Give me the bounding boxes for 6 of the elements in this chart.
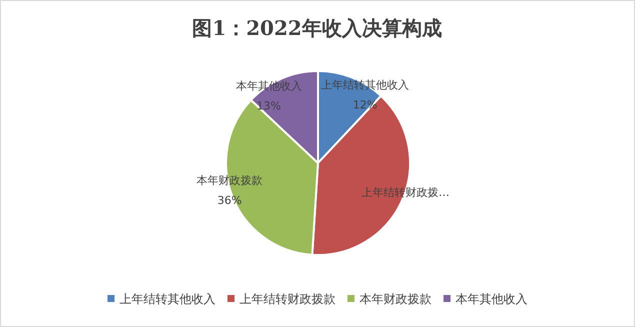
chart-title: 图1：2022年收入决算构成 — [192, 16, 442, 40]
legend-label: 上年结转其他收入 — [120, 292, 216, 306]
legend-label: 本年其他收入 — [456, 292, 528, 306]
legend-label: 本年财政拨款 — [360, 292, 432, 306]
data-label: 本年其他收入 13% — [236, 79, 302, 112]
legend-label: 上年结转财政拨款 — [240, 292, 336, 306]
